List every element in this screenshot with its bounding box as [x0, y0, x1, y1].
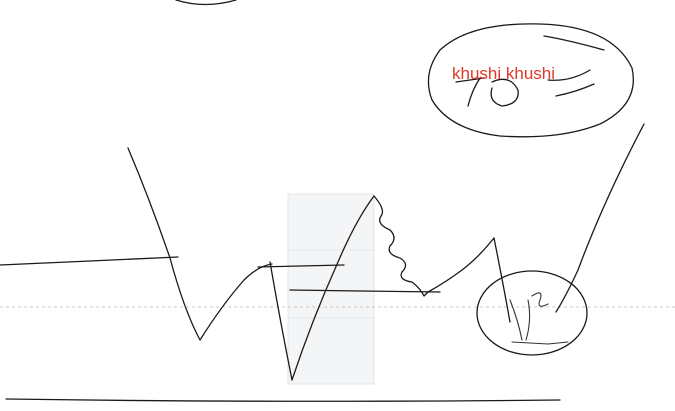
deep-v-stroke: [269, 195, 375, 381]
left-horizontal-stroke: [0, 256, 179, 266]
top-arc-stroke: [175, 0, 237, 6]
handwritten-scribble: [455, 35, 605, 107]
bottom-horizontal-stroke: [5, 398, 561, 402]
bottom-circle: [476, 270, 588, 356]
middle-horizontal-stroke: [257, 264, 345, 268]
first-v-stroke: [127, 147, 273, 341]
connector-stroke: [555, 123, 645, 313]
rising-stroke: [427, 237, 511, 323]
lower-horizontal-stroke: [289, 289, 441, 293]
note-ellipse: [427, 23, 634, 138]
red-text-annotation: khushi khushi: [452, 64, 556, 83]
background-panel: [287, 193, 375, 385]
wavy-stroke: [373, 195, 429, 297]
circle-doodle: [509, 292, 569, 345]
